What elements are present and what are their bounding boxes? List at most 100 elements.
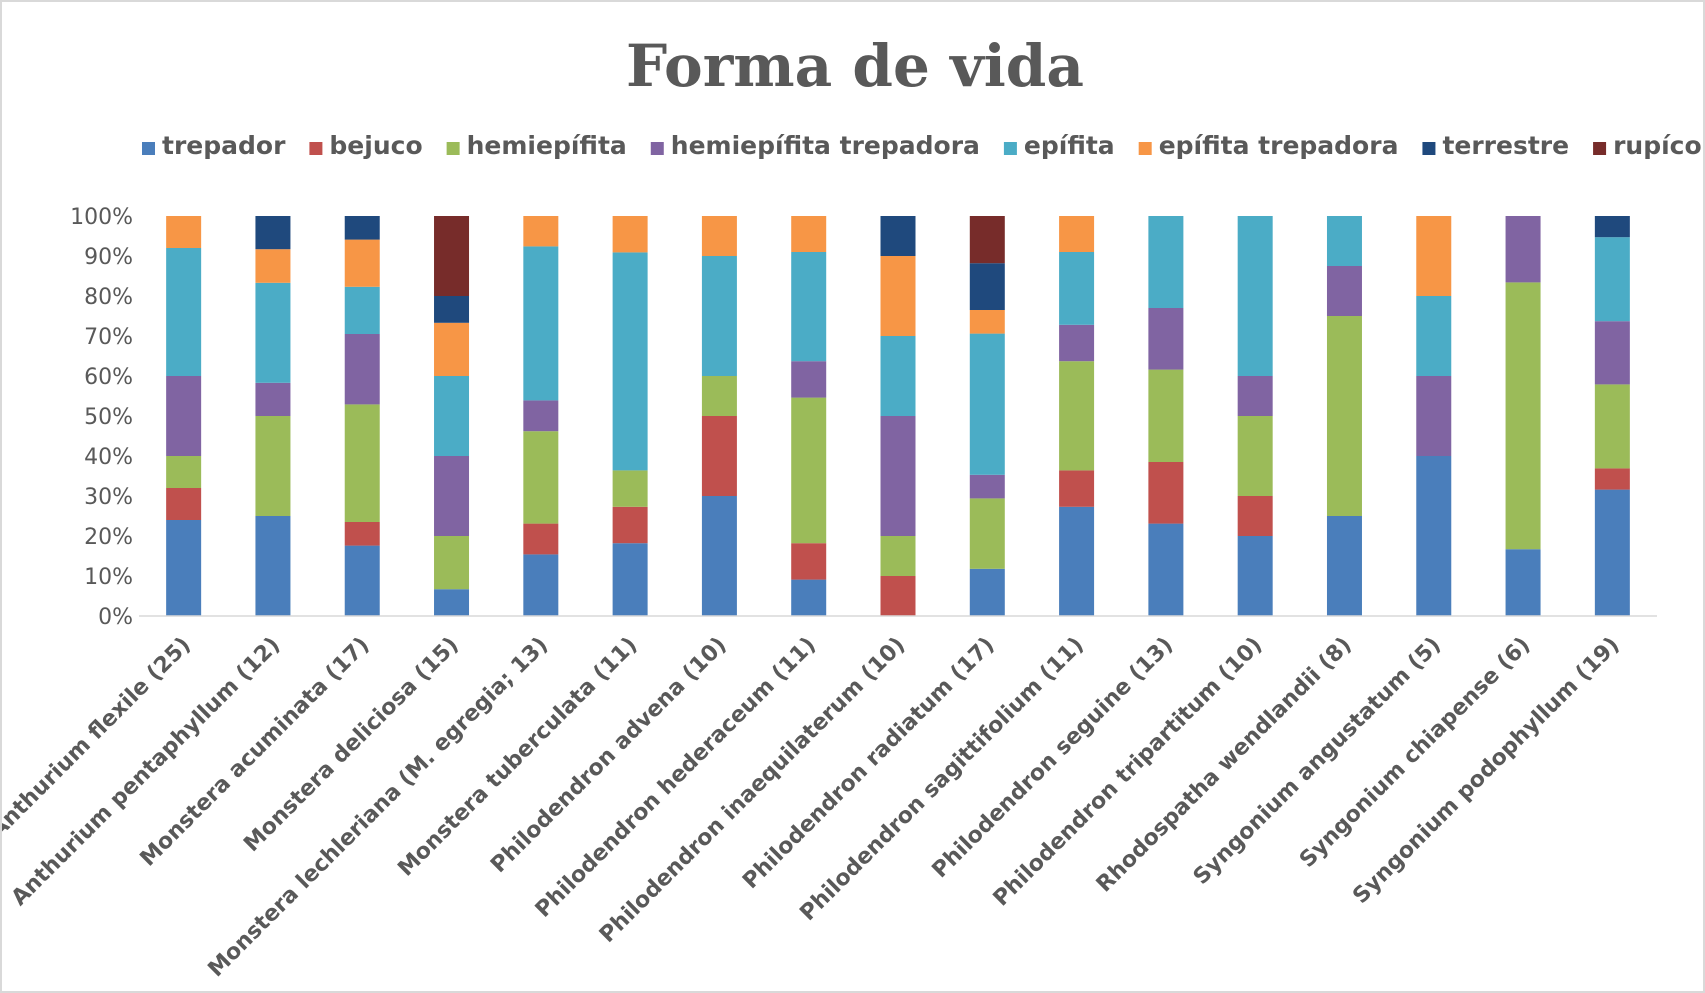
bar-segment-hemiepifita-trepadora [1326,266,1362,316]
bar-segment-epifita-trepadora [434,322,470,376]
bar-segment-epifita-trepadora [255,249,291,283]
bar-segment-rupicola [434,216,470,296]
legend-item-trepador: trepador [142,131,286,160]
bar-segment-epifita [1237,216,1273,376]
bar-stack-philodendron-radiatum-17 [969,216,1005,616]
bar-segment-hemiepifita-trepadora [434,456,470,536]
bar-segment-bejuco [166,488,202,520]
bar-segment-hemiepifita-trepadora [523,400,559,432]
bar-segment-hemiepifita-trepadora [344,334,380,405]
y-tick-label: 80% [84,285,133,310]
bar-segment-epifita [434,376,470,456]
bar-segment-trepador [166,520,202,616]
bar-segment-epifita-trepadora [1059,216,1095,252]
bar-segment-bejuco [1594,468,1630,490]
chart-title: Forma de vida [626,32,1084,100]
y-tick-label: 10% [84,565,133,590]
bar-segment-epifita-trepadora [612,216,648,253]
y-tick-label: 90% [84,245,133,270]
bar-segment-hemiepifita [701,376,737,416]
bar-segment-epifita [255,282,291,383]
bar-segment-hemiepifita [1059,361,1095,471]
legend-label-trepador: trepador [162,131,286,160]
y-tick-label: 20% [84,525,133,550]
bar-segment-hemiepifita-trepadora [1594,321,1630,385]
legend: trepador bejuco hemiepífita hemiepífita tre… [142,131,1703,160]
bar-segment-terrestre [969,263,1005,310]
bar-segment-trepador [701,496,737,616]
bar-segment-epifita-trepadora [969,310,1005,334]
bar-segment-trepador [1594,489,1630,616]
bar-segment-hemiepifita [880,536,916,576]
y-tick-label: 30% [84,485,133,510]
bar-stack-syngonium-podophyllum-19 [1594,216,1630,616]
bar-stack-monstera-tuberculata-11 [612,216,648,616]
bar-segment-hemiepifita [612,470,648,507]
bar-segment-hemiepifita-trepadora [791,361,827,398]
bar-segment-epifita-trepadora [344,239,380,287]
legend-label-epifita-trepadora: epífita trepadora [1159,131,1399,160]
bar-segment-trepador [1148,523,1184,616]
y-tick-label: 40% [84,445,133,470]
bar-segment-epifita-trepadora [791,216,827,252]
legend-swatch-trepador [142,142,155,155]
bar-segment-bejuco [344,522,380,546]
bar-segment-hemiepifita [523,431,559,524]
bar-segment-epifita [969,333,1005,475]
bar-segment-epifita-trepadora [880,256,916,336]
bar-stack-philodendron-inaequilaterum-10 [880,216,916,616]
bar-segment-hemiepifita-trepadora [969,474,1005,499]
bar-segment-hemiepifita [1326,316,1362,516]
y-tick-label: 60% [84,365,133,390]
legend-swatch-bejuco [309,142,323,155]
bar-segment-epifita [1416,296,1452,376]
bar-segment-trepador [1237,536,1273,616]
bar-segment-hemiepifita [791,397,827,544]
bars [166,216,1630,616]
bar-segment-hemiepifita-trepadora [1237,376,1273,416]
bar-stack-rhodospatha-wendlandii-8 [1326,216,1362,616]
legend-swatch-terrestre [1422,142,1436,155]
bar-segment-trepador [344,545,380,616]
bar-segment-terrestre [1594,216,1630,238]
bar-segment-bejuco [701,416,737,496]
bar-stack-syngonium-chiapense-6 [1505,216,1541,616]
y-tick-label: 100% [70,205,133,230]
bar-segment-epifita-trepadora [1416,216,1452,296]
bar-segment-epifita [701,256,737,376]
y-tick-label: 50% [84,405,133,430]
bar-segment-bejuco [1059,470,1095,507]
bar-segment-terrestre [255,216,291,250]
bar-segment-terrestre [344,216,380,240]
bar-segment-hemiepifita-trepadora [1148,308,1184,370]
legend-swatch-hemiepifita-trepadora [650,142,664,155]
bar-segment-epifita [612,252,648,471]
bar-segment-trepador [1505,549,1541,616]
x-tick-label: Philodendron inaequilaterum (10) [595,633,910,948]
bar-segment-bejuco [1237,496,1273,536]
bar-segment-trepador [255,516,291,616]
bar-segment-hemiepifita [969,498,1005,569]
bar-stack-philodendron-advena-10 [701,216,737,616]
bar-stack-monstera-deliciosa-15 [434,216,470,616]
legend-item-bejuco: bejuco [309,131,423,160]
bar-segment-epifita-trepadora [701,216,737,256]
bar-segment-epifita [1059,252,1095,325]
x-axis-labels: Anthurium flexile (25)Anthurium pentaphy… [2,633,1625,982]
bar-stack-monstera-acuminata-17 [344,216,380,616]
bar-segment-bejuco [791,543,827,580]
bar-segment-epifita [344,286,380,334]
bar-segment-hemiepifita [1594,384,1630,469]
bar-segment-hemiepifita [1237,416,1273,496]
bar-segment-epifita [1594,237,1630,322]
bar-segment-hemiepifita-trepadora [255,382,291,416]
bar-segment-epifita [1326,216,1362,266]
legend-item-terrestre: terrestre [1422,131,1569,160]
legend-swatch-rupicola [1593,142,1607,155]
x-tick-label: Monstera lechleriana (M. egregia; 13) [204,633,553,982]
bar-stack-philodendron-tripartitum-10 [1237,216,1273,616]
bar-segment-epifita [880,336,916,416]
bar-segment-epifita [523,246,559,401]
